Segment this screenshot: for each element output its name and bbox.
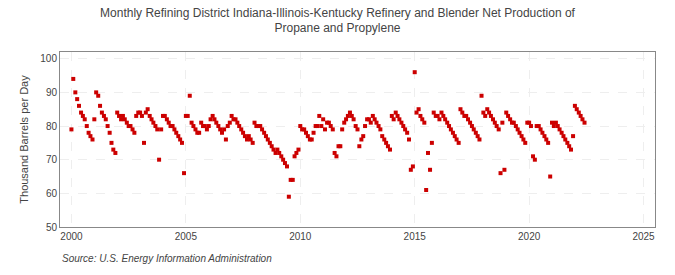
svg-text:Monthly Refining District Indi: Monthly Refining District Indiana-Illino… — [100, 6, 576, 36]
svg-text:90: 90 — [46, 87, 58, 98]
svg-text:80: 80 — [46, 121, 58, 132]
svg-text:2005: 2005 — [175, 231, 198, 242]
svg-text:2025: 2025 — [632, 231, 655, 242]
svg-text:50: 50 — [46, 222, 58, 233]
svg-text:2010: 2010 — [289, 231, 312, 242]
svg-text:Source: U.S. Energy Informatio: Source: U.S. Energy Information Administ… — [62, 253, 272, 264]
svg-text:2015: 2015 — [404, 231, 427, 242]
svg-text:60: 60 — [46, 188, 58, 199]
svg-text:2000: 2000 — [60, 231, 83, 242]
svg-text:Thousand Barrels per Day: Thousand Barrels per Day — [18, 75, 30, 204]
svg-text:100: 100 — [40, 53, 57, 64]
svg-text:70: 70 — [46, 154, 58, 165]
svg-text:2020: 2020 — [518, 231, 541, 242]
